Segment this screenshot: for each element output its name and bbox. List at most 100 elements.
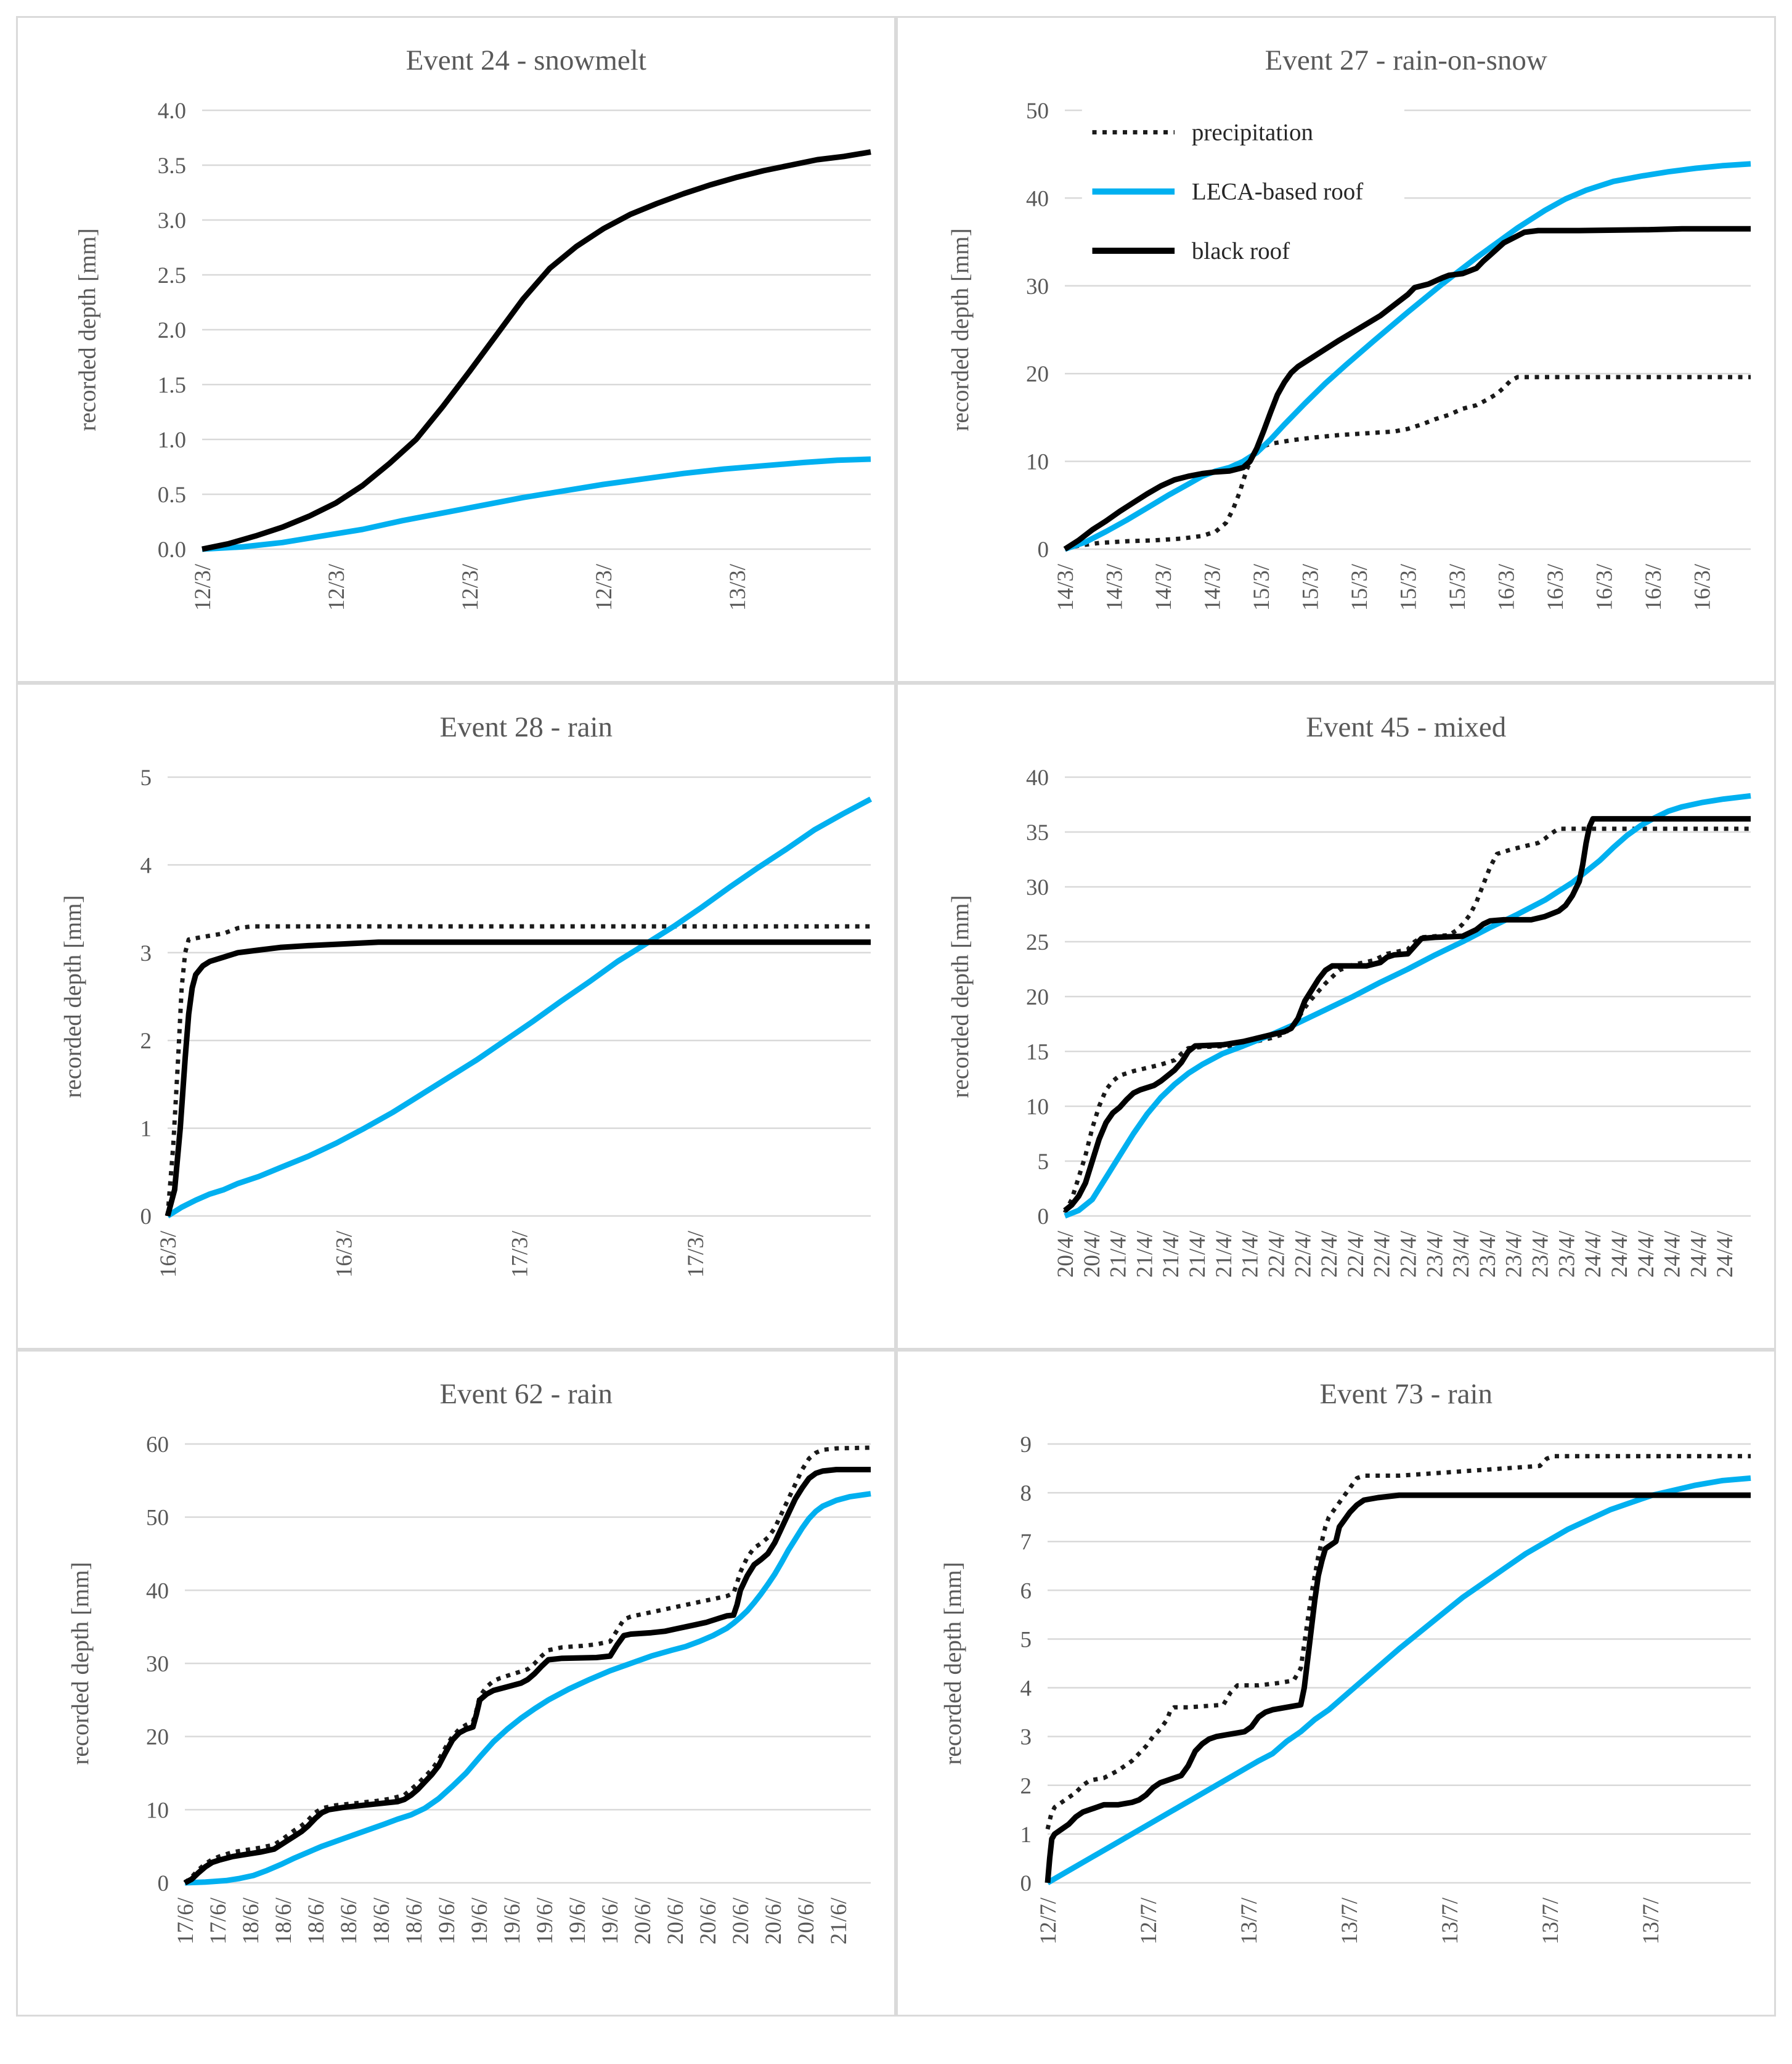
x-tick-label: 23/4/ [1528, 1230, 1554, 1278]
x-tick-label: 16/3/ [156, 1230, 181, 1278]
x-tick-label: 17/6/ [206, 1897, 231, 1944]
x-tick-label: 15/3/ [1249, 563, 1274, 611]
chart-canvas: 0 1 2 3 4 5 6 7 8 9 12/7/12/7/13/7/13/7/13/7/13/7/… [898, 1352, 1774, 2015]
x-tick-label: 14/3/ [1053, 563, 1078, 611]
x-tick-label: 18/6/ [369, 1897, 394, 1944]
x-tick-label: 24/4/ [1634, 1230, 1659, 1278]
x-tick-label: 16/3/ [1592, 563, 1618, 611]
x-tick-label: 19/6/ [500, 1897, 525, 1944]
y-tick-label: 3 [141, 941, 152, 966]
y-tick-label: 40 [1026, 186, 1049, 211]
x-tick-label: 19/6/ [598, 1897, 623, 1944]
y-tick-label: 5 [1038, 1149, 1049, 1175]
chart-canvas: 0 5 10 15 20 25 30 35 40 20/4/20/4/21/4/21/4/21/4… [898, 685, 1774, 1348]
chart-title: Event 24 - snowmelt [405, 44, 646, 76]
x-tick-label: 18/6/ [402, 1897, 427, 1944]
x-tick-label: 17/3/ [683, 1230, 709, 1278]
y-axis-title: recorded depth [mm] [947, 228, 974, 431]
x-tick-label: 16/3/ [1690, 563, 1716, 611]
x-tick-label: 22/4/ [1317, 1230, 1342, 1278]
x-tick-label: 20/6/ [794, 1897, 819, 1944]
x-tick-label: 13/7/ [1538, 1897, 1563, 1944]
x-tick-label: 15/3/ [1396, 563, 1422, 611]
x-tick-label: 18/6/ [271, 1897, 296, 1944]
y-tick-label: 20 [1026, 362, 1049, 387]
y-tick-label: 40 [146, 1578, 169, 1604]
y-tick-label: 10 [1026, 450, 1049, 475]
chart-canvas: 0 10 20 30 40 50 60 17/6/17/6/18/6/18/6/18/6/18… [18, 1352, 894, 2015]
y-tick-label: 4 [1020, 1676, 1032, 1702]
chart-panel-event-28: Event 28 - rain 0 1 2 3 4 5 16/3/16/3/17/3/17/… [16, 683, 896, 1350]
x-tick-label: 22/4/ [1264, 1230, 1289, 1278]
chart-svg: 0 10 20 30 40 50 14/3/14/3/14/3/14/3/15/3/15/3… [947, 99, 1751, 611]
series-black_roof [202, 149, 871, 552]
chart-title: Event 28 - rain [439, 711, 613, 743]
x-tick-label: 19/6/ [434, 1897, 460, 1944]
y-tick-label: 30 [1026, 875, 1049, 900]
y-tick-label: 60 [146, 1432, 169, 1458]
x-tick-label: 21/6/ [826, 1897, 852, 1944]
chart-canvas: 0.0 0.5 1.0 1.5 2.0 2.5 3.0 3.5 4.0 12/3/12/3/12/… [18, 18, 894, 681]
series-black_roof [165, 939, 871, 1217]
y-tick-label: 20 [146, 1725, 169, 1750]
x-tick-label: 12/3/ [458, 563, 483, 611]
x-tick-label: 13/7/ [1337, 1897, 1362, 1944]
x-tick-label: 20/6/ [696, 1897, 721, 1944]
x-tick-label: 22/4/ [1370, 1230, 1395, 1278]
y-tick-label: 7 [1020, 1530, 1032, 1555]
legend-label-black_roof: black roof [1192, 238, 1290, 264]
series-precipitation [1045, 1454, 1751, 1830]
y-tick-label: 4.0 [158, 99, 186, 124]
series-leca [1064, 793, 1751, 1219]
y-tick-label: 5 [141, 765, 152, 791]
x-tick-label: 20/6/ [761, 1897, 786, 1944]
series-leca [202, 456, 871, 552]
y-tick-label: 6 [1020, 1578, 1032, 1604]
chart-panel-event-62: Event 62 - rain 0 10 20 30 40 50 60 17/6/17/6/1… [16, 1350, 896, 2017]
y-tick-label: 1.0 [158, 428, 186, 453]
x-tick-label: 16/3/ [1494, 563, 1520, 611]
chart-panel-event-45: Event 45 - mixed 0 5 10 15 20 25 30 35 40 20/4/20… [896, 683, 1776, 1350]
x-tick-label: 19/6/ [467, 1897, 492, 1944]
x-tick-label: 18/6/ [238, 1897, 264, 1944]
series-black_roof [1063, 816, 1751, 1213]
series-precipitation [1062, 826, 1751, 1214]
legend-label-leca: LECA-based roof [1192, 179, 1363, 205]
chart-title: Event 73 - rain [1319, 1378, 1493, 1410]
x-tick-label: 22/4/ [1343, 1230, 1369, 1278]
y-tick-label: 2.0 [158, 318, 186, 343]
x-tick-label: 17/3/ [508, 1230, 533, 1278]
y-axis-title: recorded depth [mm] [60, 895, 86, 1098]
chart-panel-event-24: Event 24 - snowmelt 0.0 0.5 1.0 1.5 2.0 2.5 3.… [16, 16, 896, 683]
y-tick-label: 0.5 [158, 483, 186, 508]
x-tick-label: 20/6/ [630, 1897, 656, 1944]
x-tick-label: 18/6/ [304, 1897, 329, 1944]
x-tick-label: 12/3/ [324, 563, 349, 611]
y-tick-label: 1 [1020, 1822, 1032, 1848]
chart-svg: 0.0 0.5 1.0 1.5 2.0 2.5 3.0 3.5 4.0 12/3/12/3/12/… [75, 99, 871, 611]
x-tick-label: 16/3/ [1641, 563, 1666, 611]
x-tick-label: 13/7/ [1639, 1897, 1664, 1944]
y-tick-label: 1.5 [158, 373, 186, 398]
x-tick-label: 18/6/ [336, 1897, 362, 1944]
y-tick-label: 20 [1026, 985, 1049, 1010]
x-tick-label: 21/4/ [1106, 1230, 1131, 1278]
x-tick-label: 17/6/ [173, 1897, 198, 1944]
x-tick-label: 12/7/ [1136, 1897, 1162, 1944]
x-tick-label: 20/4/ [1053, 1230, 1078, 1278]
x-tick-label: 21/4/ [1238, 1230, 1263, 1278]
chart-title: Event 45 - mixed [1306, 711, 1507, 743]
y-tick-label: 2 [1020, 1774, 1032, 1799]
x-tick-label: 19/6/ [565, 1897, 590, 1944]
y-tick-label: 35 [1026, 820, 1049, 846]
y-tick-label: 9 [1020, 1432, 1032, 1458]
x-tick-label: 15/3/ [1298, 563, 1324, 611]
y-tick-label: 0 [158, 1871, 169, 1896]
chart-title: Event 27 - rain-on-snow [1265, 44, 1547, 76]
figure-grid: Event 24 - snowmelt 0.0 0.5 1.0 1.5 2.0 2.5 3.… [16, 16, 1776, 2017]
chart-panel-event-27: Event 27 - rain-on-snow 0 10 20 30 40 50 14/3/… [896, 16, 1776, 683]
y-tick-label: 15 [1026, 1040, 1049, 1065]
series-leca [184, 1491, 871, 1886]
x-tick-label: 24/4/ [1713, 1230, 1738, 1278]
x-tick-label: 22/4/ [1396, 1230, 1422, 1278]
